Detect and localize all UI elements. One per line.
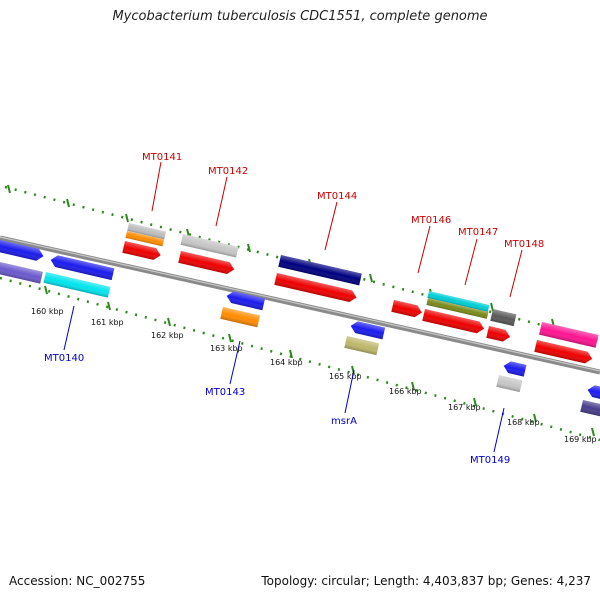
gene-feature-orange-small[interactable] [125,231,165,247]
gene-label-mt0144[interactable]: MT0144 [317,191,357,202]
tick-label: 162 kbp [151,331,184,340]
gene-feature-mt0143-arrow[interactable] [225,290,266,311]
tick-label: 163 kbp [210,344,243,353]
gene-features [0,223,600,419]
gene-feature-mt0144[interactable] [274,273,358,303]
gene-label-mt0148[interactable]: MT0148 [504,239,544,250]
genome-summary-text: Topology: circular; Length: 4,403,837 bp… [261,574,591,588]
tick-label: 160 kbp [31,307,64,316]
gene-feature-lightgrey-mt0149[interactable] [496,375,523,393]
gene-label-mt0141[interactable]: MT0141 [142,152,182,163]
gene-feature-khaki-msra[interactable] [344,336,380,356]
gene-feature-olive-mt0147[interactable] [426,298,489,319]
tick-label: 164 kbp [270,358,303,367]
gene-feature-msra-arrow[interactable] [349,320,386,340]
gene-feature-mt0140-arrow[interactable] [49,254,115,281]
gene-feature-red-mt0148[interactable] [486,326,511,343]
tick-label: 167 kbp [448,403,481,412]
gene-feature-darkgrey-mt0148[interactable] [490,309,517,327]
map-title: Mycobacterium tuberculosis CDC1551, comp… [112,9,488,24]
gene-feature-mt0142[interactable] [178,251,235,275]
gene-feature-blue-left[interactable] [0,235,45,263]
gene-label-mt0149[interactable]: MT0149 [470,455,510,466]
gene-labels-top: MT0141 MT0142 MT0144 MT0146 MT0147 MT014… [142,152,544,250]
gene-feature-mt0146[interactable] [391,300,423,318]
gene-label-mt0147[interactable]: MT0147 [458,227,498,238]
gene-label-mt0140[interactable]: MT0140 [44,353,84,364]
genome-backbone [0,235,600,375]
gene-label-msra[interactable]: msrA [331,416,357,427]
gene-label-mt0142[interactable]: MT0142 [208,166,248,177]
genome-backbone-highlight [0,236,600,372]
gene-feature-deeppink[interactable] [539,322,599,348]
gene-feature-cyan-mt0147[interactable] [427,291,490,312]
gene-feature-mt0141[interactable] [122,241,162,261]
gene-label-mt0146[interactable]: MT0146 [411,215,451,226]
gene-feature-blue-right[interactable] [586,384,600,403]
label-connectors-bottom [63,305,505,453]
tick-label: 168 kbp [507,418,540,427]
tick-label: 161 kbp [91,318,124,327]
gene-feature-slate-left[interactable] [0,257,43,284]
tick-label: 169 kbp [564,435,597,444]
gene-feature-cyan[interactable] [43,272,111,298]
gene-feature-darkslate-right[interactable] [580,400,600,419]
gene-feature-red-right[interactable] [534,340,593,365]
gene-labels-bottom: MT0140 MT0143 msrA MT0149 [44,353,510,466]
gene-feature-navy[interactable] [278,255,362,286]
kbp-tick-labels: 160 kbp 161 kbp 162 kbp 163 kbp 164 kbp … [31,307,597,444]
label-connectors-top [151,161,523,298]
gene-feature-lightgrey-small[interactable] [127,223,167,240]
gene-label-mt0143[interactable]: MT0143 [205,387,245,398]
gene-feature-orange-mt0143[interactable] [220,307,261,328]
gene-feature-mt0149-arrow[interactable] [502,360,527,377]
inner-guide-line [0,276,600,442]
accession-text: Accession: NC_002755 [9,574,146,588]
gene-feature-lightgrey-mt0142[interactable] [180,234,239,258]
gene-feature-mt0147[interactable] [422,309,485,335]
tick-label: 165 kbp [329,372,362,381]
tick-label: 166 kbp [389,387,422,396]
